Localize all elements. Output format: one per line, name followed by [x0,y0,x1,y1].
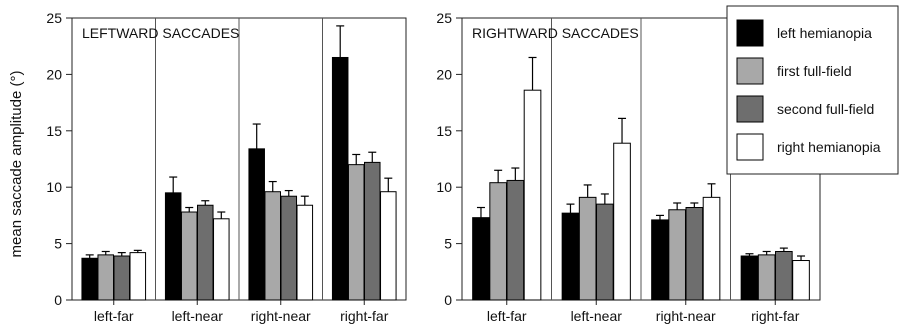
legend-swatch [736,19,764,47]
legend-label: right hemianopia [777,139,881,155]
bar [578,196,597,301]
bar [685,207,704,301]
bar [180,211,198,301]
y-tick-label: 20 [46,66,62,82]
bar [97,254,114,301]
bar [472,217,490,301]
y-tick-label: 5 [54,236,62,252]
x-tick-label: right-far [340,308,389,324]
y-tick-label: 10 [46,179,62,195]
x-tick-label: right-near [251,308,311,324]
bar [596,203,614,301]
bar [561,212,580,301]
y-tick-label: 5 [444,236,452,252]
legend-label: left hemianopia [777,25,872,41]
bar [702,196,721,301]
bar [506,179,525,301]
panel-title: LEFTWARD SACCADES [82,25,239,41]
bar [489,182,507,301]
x-tick-label: left-far [94,308,134,324]
x-tick-label: left-far [487,308,527,324]
bar [248,148,265,301]
legend-label: second full-field [777,101,874,117]
x-tick-label: left-near [172,308,224,324]
bar [364,161,381,301]
y-tick-label: 0 [54,292,62,308]
y-tick-label: 20 [436,66,452,82]
bar [113,255,131,301]
y-tick-label: 15 [46,123,62,139]
legend-swatch [736,133,764,161]
y-tick-label: 25 [436,10,452,26]
y-tick-label: 0 [444,292,452,308]
y-tick-label: 10 [436,179,452,195]
bar [164,192,182,301]
bar [331,56,349,301]
bar [197,204,214,301]
bar [613,142,631,301]
y-axis-label: mean saccade amplitude (°) [8,71,25,258]
bar [81,257,98,301]
panel-title: RIGHTWARD SACCADES [472,25,639,41]
bar [792,260,810,301]
bar [280,195,298,301]
bar [775,250,793,301]
bar [668,209,686,301]
panel-rightward-saccades: 0 5 10 15 20 25 left-far left-near right-near rig… [436,5,899,324]
panel-leftward-saccades: 0 5 10 15 20 25 left-far left-near right-near rig… [46,10,407,324]
x-tick-label: right-far [751,308,800,324]
x-tick-label: left-near [571,308,623,324]
bar [347,164,365,301]
bar [523,89,542,301]
bar [651,219,669,301]
bar [296,204,314,301]
legend-label: first full-field [777,63,852,79]
x-tick-label: right-near [656,308,716,324]
bar [380,191,397,301]
bar [740,255,759,301]
y-tick-label: 15 [436,123,452,139]
legend-swatch [736,57,764,85]
bar [264,191,281,301]
legend-swatch [736,95,764,123]
y-tick-label: 25 [46,10,62,26]
bar [213,218,230,301]
bar [757,254,776,301]
bar [129,252,147,301]
